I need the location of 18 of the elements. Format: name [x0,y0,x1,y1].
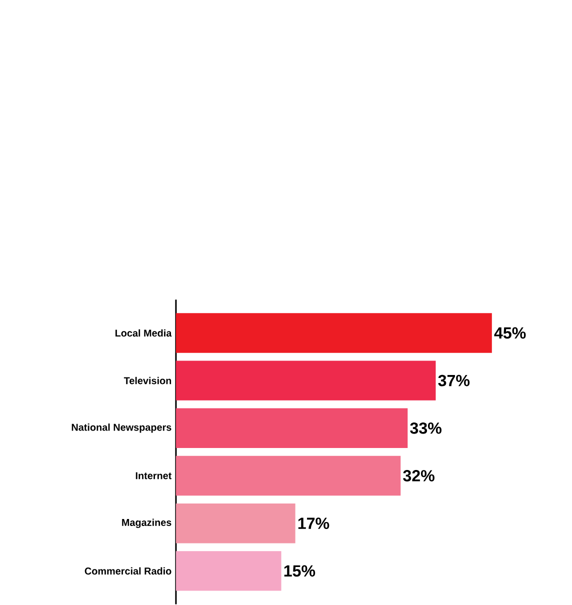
bar [176,551,282,591]
data-label: 15% [284,565,315,577]
data-label: 17% [298,518,329,529]
data-label: 32% [402,470,434,482]
data-label: 45% [494,327,526,339]
data-label: 33% [410,422,442,434]
data-label: 37% [438,374,470,386]
y-tick-label: Internet [136,472,172,480]
bar [176,313,492,353]
y-tick-label: Commercial Radio [84,567,172,575]
bar [176,456,400,496]
bar [176,360,436,400]
y-tick-label: National Newspapers [72,424,172,433]
y-tick-label: Magazines [122,518,172,528]
y-tick-label: Local Media [115,329,172,337]
y-tick-label: Television [124,376,171,384]
bar [176,408,408,448]
bar [176,503,296,544]
